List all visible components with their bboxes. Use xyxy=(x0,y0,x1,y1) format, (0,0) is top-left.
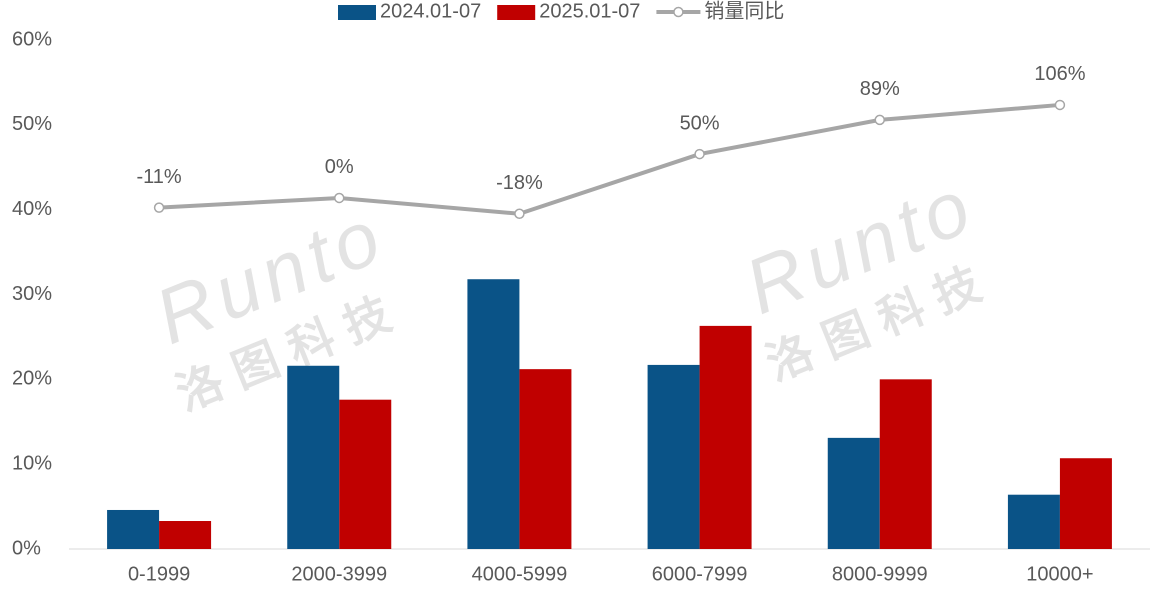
data-label: 50% xyxy=(680,112,720,134)
data-label: 0% xyxy=(325,156,354,178)
line-marker xyxy=(694,148,705,160)
bar xyxy=(1007,494,1060,549)
bar xyxy=(107,509,160,549)
line-marker xyxy=(1054,99,1066,111)
data-label: -11% xyxy=(136,166,181,188)
bar xyxy=(647,364,700,549)
bar xyxy=(519,369,572,549)
bar xyxy=(1059,458,1112,549)
y-tick-label: 20% xyxy=(12,368,52,390)
data-label: -18% xyxy=(496,172,543,194)
y-tick-label: 50% xyxy=(12,113,52,135)
x-tick-label: 0-1999 xyxy=(128,563,190,585)
y-tick-label: 60% xyxy=(12,28,52,50)
bar xyxy=(287,365,340,549)
line-marker xyxy=(874,114,885,126)
legend-label: 销量同比 xyxy=(704,0,784,22)
line xyxy=(158,102,1061,216)
data-label: 106% xyxy=(1034,63,1085,85)
legend-swatch xyxy=(338,5,376,20)
y-tick-label: 0% xyxy=(12,537,41,559)
legend-marker xyxy=(673,6,684,18)
line-marker xyxy=(334,192,345,204)
legend-label: 2024.01-07 xyxy=(380,0,481,22)
x-tick-label: 2000-3999 xyxy=(291,563,387,585)
bar xyxy=(827,437,880,549)
bar xyxy=(159,521,212,549)
line-marker xyxy=(153,202,165,213)
y-tick-label: 30% xyxy=(12,283,52,305)
legend-swatch xyxy=(497,5,536,20)
legend-label: 2025.01-07 xyxy=(539,0,640,22)
line-marker xyxy=(514,208,525,220)
bar xyxy=(879,379,932,549)
x-tick-label: 8000-9999 xyxy=(832,563,928,585)
bar xyxy=(339,399,392,549)
data-label: 89% xyxy=(860,78,900,100)
y-tick-label: 40% xyxy=(12,198,52,220)
x-tick-label: 6000-7999 xyxy=(652,563,748,585)
bar xyxy=(467,279,520,549)
x-tick-label: 4000-5999 xyxy=(472,563,568,585)
x-tick-label: 10000+ xyxy=(1026,563,1093,585)
bar xyxy=(699,325,752,549)
y-tick-label: 10% xyxy=(12,452,52,474)
